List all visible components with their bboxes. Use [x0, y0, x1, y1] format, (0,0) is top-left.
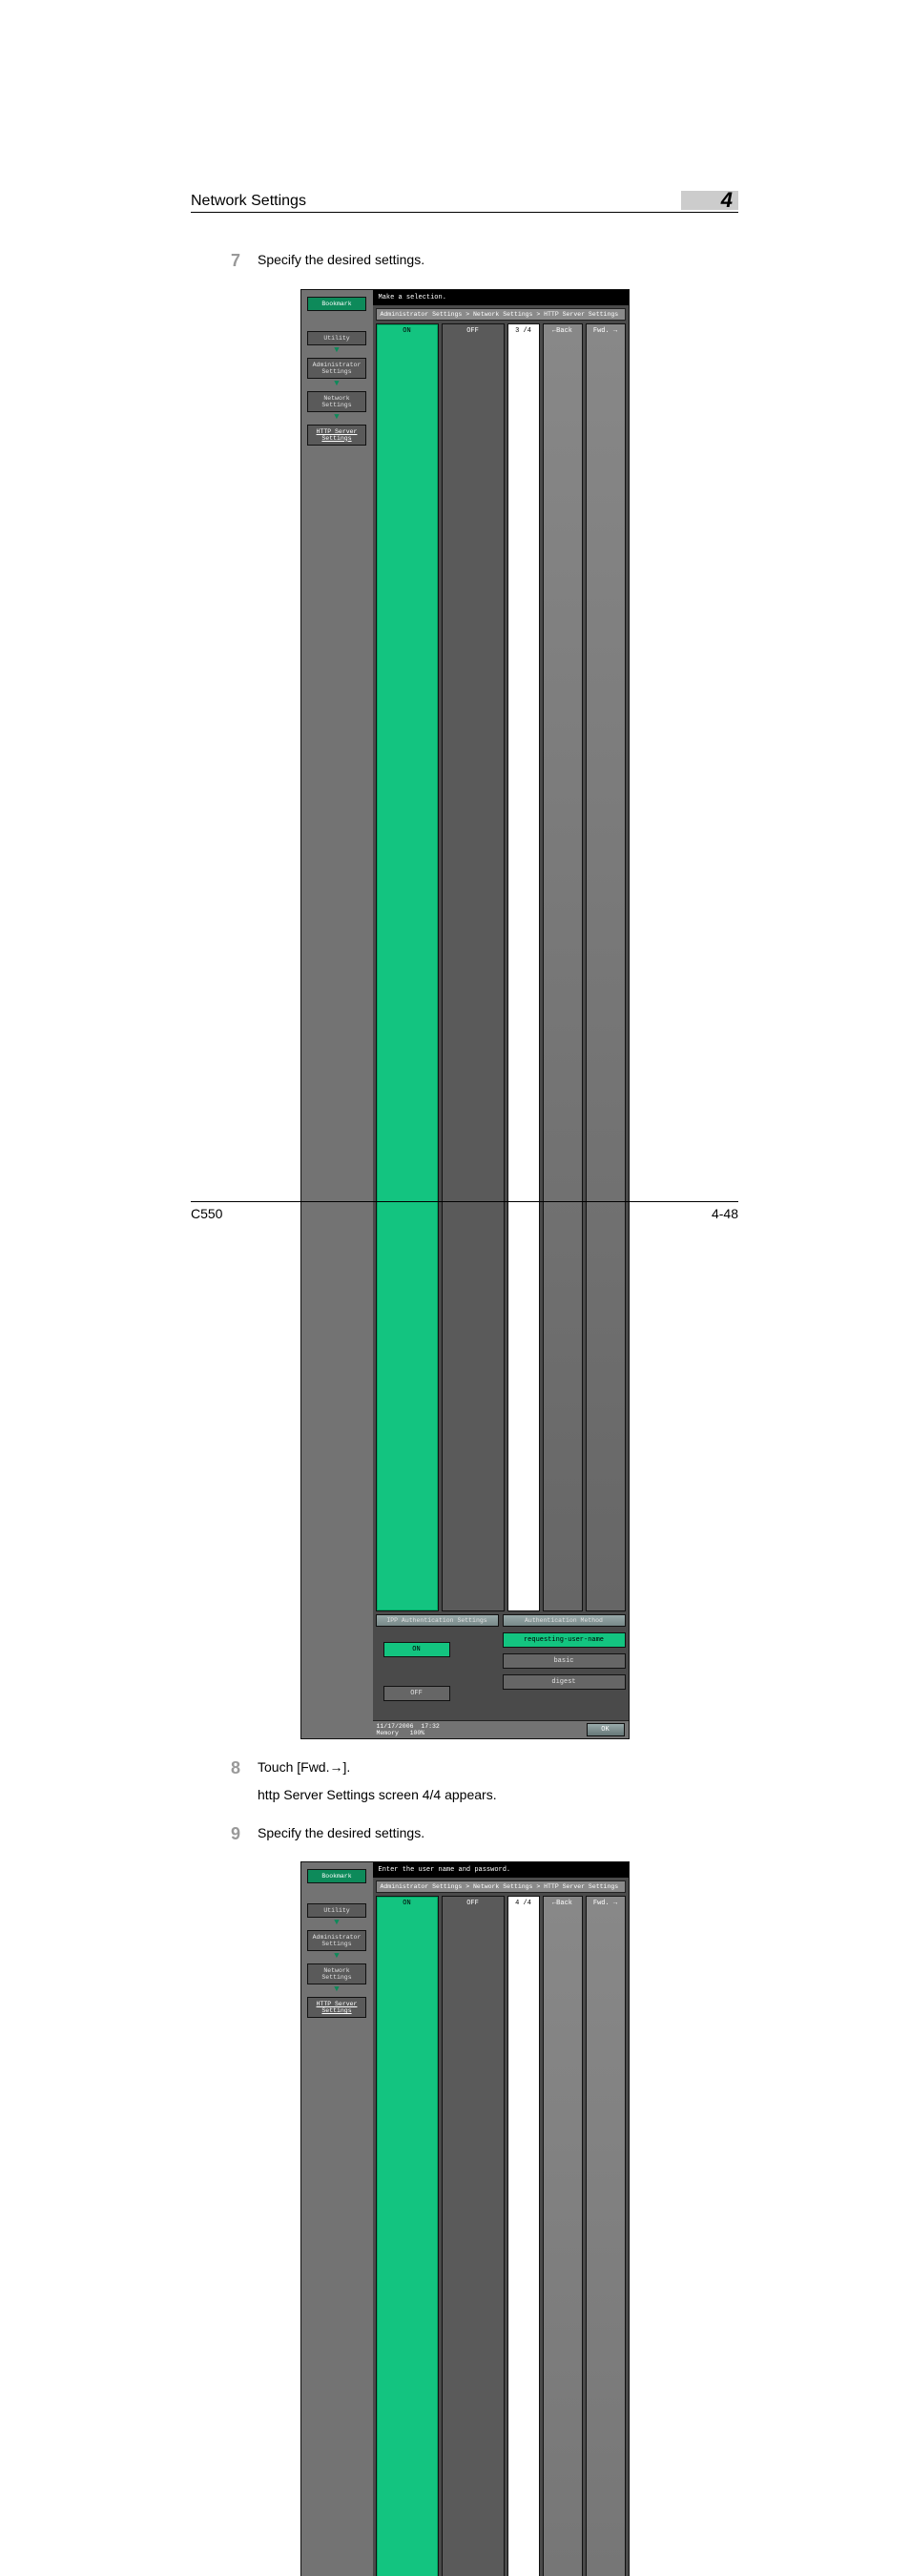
fwd-button[interactable]: Fwd. → — [586, 1896, 626, 2576]
sidebar-utility[interactable]: Utility — [307, 331, 366, 345]
step-7: 7 Specify the desired settings. — [191, 251, 738, 280]
ipp-on[interactable]: ON — [383, 1642, 450, 1657]
footer-page: 4-48 — [712, 1206, 738, 1221]
chevron-down-icon: ▼ — [334, 347, 339, 353]
ipp-off[interactable]: OFF — [383, 1686, 450, 1701]
breadcrumb: Administrator Settings > Network Setting… — [376, 308, 626, 321]
step-9: 9 Specify the desired settings. — [191, 1824, 738, 1853]
back-button[interactable]: ←Back — [543, 323, 583, 1611]
sidebar-http[interactable]: HTTP Server Settings — [307, 1997, 366, 2018]
auth-method-header: Authentication Method — [503, 1614, 626, 1627]
bookmark-button[interactable]: Bookmark — [307, 1869, 366, 1883]
breadcrumb: Administrator Settings > Network Setting… — [376, 1880, 626, 1893]
chevron-down-icon: ▼ — [334, 1986, 339, 1992]
page-indicator: 4 /4 — [507, 1896, 540, 2576]
prompt-text: Make a selection. — [373, 290, 629, 305]
sidebar-http[interactable]: HTTP Server Settings — [307, 425, 366, 446]
page-footer: C550 4-48 — [191, 1201, 738, 1221]
fwd-button[interactable]: Fwd. → — [586, 323, 626, 1611]
toggle-on[interactable]: ON — [376, 323, 439, 1611]
screenshot-3of4: Bookmark Utility ▼ Administrator Setting… — [300, 289, 630, 1739]
chevron-down-icon: ▼ — [334, 1953, 339, 1959]
bookmark-button[interactable]: Bookmark — [307, 297, 366, 311]
sidebar-utility[interactable]: Utility — [307, 1903, 366, 1918]
screenshot-4of4: Bookmark Utility ▼ Administrator Setting… — [300, 1861, 630, 2576]
auth-basic[interactable]: basic — [503, 1653, 626, 1669]
footer-model: C550 — [191, 1206, 222, 1221]
page-indicator: 3 /4 — [507, 323, 540, 1611]
chevron-down-icon: ▼ — [334, 414, 339, 420]
chapter-badge: 4 — [681, 191, 738, 210]
step-8: 8 Touch [Fwd.→]. http Server Settings sc… — [191, 1758, 738, 1815]
sidebar-admin[interactable]: Administrator Settings — [307, 358, 366, 379]
back-button[interactable]: ←Back — [543, 1896, 583, 2576]
header-title: Network Settings — [191, 193, 306, 210]
toggle-on[interactable]: ON — [376, 1896, 439, 2576]
prompt-text: Enter the user name and password. — [373, 1862, 629, 1878]
auth-req-user[interactable]: requesting-user-name — [503, 1632, 626, 1648]
toggle-off[interactable]: OFF — [442, 323, 505, 1611]
auth-digest[interactable]: digest — [503, 1674, 626, 1690]
page-header: Network Settings 4 — [191, 191, 738, 213]
ok-button[interactable]: OK — [587, 1723, 625, 1736]
sidebar-network[interactable]: Network Settings — [307, 1963, 366, 1984]
sidebar-admin[interactable]: Administrator Settings — [307, 1930, 366, 1951]
status-left: 11/17/2006 17:32 Memory 100% — [377, 1723, 440, 1736]
sidebar-network[interactable]: Network Settings — [307, 391, 366, 412]
chevron-down-icon: ▼ — [334, 381, 339, 386]
toggle-off[interactable]: OFF — [442, 1896, 505, 2576]
ipp-auth-header: IPP Authentication Settings — [376, 1614, 499, 1627]
chevron-down-icon: ▼ — [334, 1920, 339, 1925]
